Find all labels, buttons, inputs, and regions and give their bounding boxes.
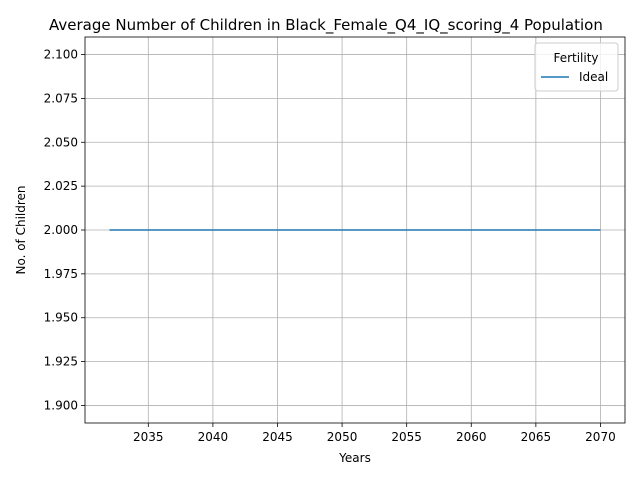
legend-label-ideal: Ideal (579, 70, 608, 84)
y-tick-label: 2.025 (44, 179, 78, 193)
x-axis-ticks: 2035 2040 2045 2050 2055 2060 2065 2070 (133, 423, 616, 444)
legend-title: Fertility (553, 51, 598, 65)
x-tick-label: 2035 (133, 430, 164, 444)
y-tick-label: 1.950 (44, 311, 78, 325)
y-tick-label: 2.000 (44, 223, 78, 237)
y-tick-label: 2.100 (44, 48, 78, 62)
x-axis-label: Years (338, 451, 371, 465)
x-tick-label: 2070 (585, 430, 616, 444)
x-tick-label: 2050 (327, 430, 358, 444)
y-axis-label: No. of Children (14, 185, 28, 274)
x-tick-label: 2045 (262, 430, 293, 444)
y-tick-label: 1.925 (44, 355, 78, 369)
y-tick-label: 1.975 (44, 267, 78, 281)
legend-box (534, 42, 619, 92)
x-tick-label: 2065 (521, 430, 552, 444)
legend: Fertility Ideal (534, 42, 619, 92)
y-tick-label: 2.050 (44, 135, 78, 149)
y-tick-label: 1.900 (44, 398, 78, 412)
x-tick-label: 2055 (391, 430, 422, 444)
chart-title: Average Number of Children in Black_Fema… (49, 16, 603, 35)
y-axis-ticks: 1.900 1.925 1.950 1.975 2.000 2.025 2.050 2.075… (44, 48, 85, 412)
x-tick-label: 2060 (456, 430, 487, 444)
x-tick-label: 2040 (198, 430, 229, 444)
grid (85, 37, 625, 423)
y-tick-label: 2.075 (44, 91, 78, 105)
